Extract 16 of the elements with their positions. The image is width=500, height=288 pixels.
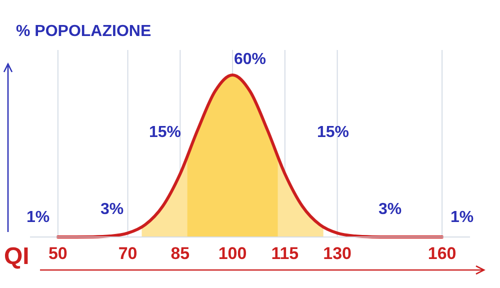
annotation: 15%	[148, 124, 182, 141]
x-tick-label: 130	[323, 244, 352, 263]
x-axis-title: QI	[4, 243, 30, 270]
x-tick-label: 100	[218, 244, 247, 263]
annotation: 3%	[100, 201, 124, 218]
y-axis-title: % POPOLAZIONE	[16, 23, 152, 40]
annotation: 3%	[378, 201, 402, 218]
x-tick-label: 115	[271, 244, 299, 263]
x-tick-label: 50	[48, 244, 68, 263]
x-tick-label: 85	[170, 244, 190, 263]
annotation: 15%	[316, 124, 350, 141]
x-tick-label: 70	[118, 244, 138, 263]
x-tick-label: 160	[428, 244, 456, 263]
text: 60%	[234, 51, 266, 68]
annotation: 1%	[450, 209, 474, 226]
annotation: 1%	[26, 209, 50, 226]
